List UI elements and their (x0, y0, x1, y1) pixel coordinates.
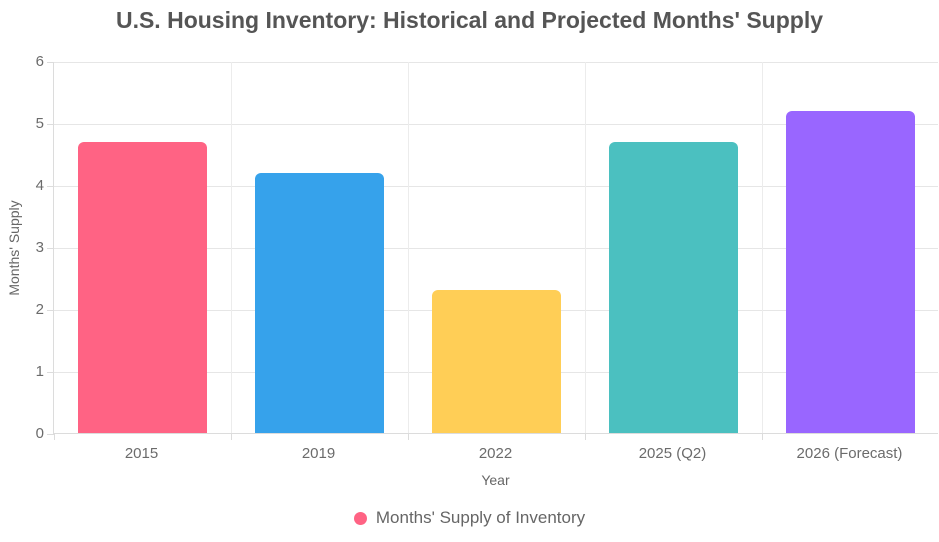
x-axis-title: Year (481, 472, 510, 488)
bar-2015[interactable] (78, 142, 207, 433)
x-axis-tick (761, 433, 763, 440)
v-gridline (584, 62, 586, 433)
legend-item[interactable]: Months' Supply of Inventory (0, 506, 939, 530)
x-axis-tick (407, 433, 409, 440)
x-tick-label: 2015 (124, 445, 159, 462)
legend-marker-icon (353, 511, 367, 525)
y-axis-tick (47, 371, 54, 373)
bar-2022[interactable] (432, 290, 561, 433)
y-axis-tick (47, 61, 54, 63)
v-gridline (407, 62, 409, 433)
x-tick-label: 2019 (301, 445, 336, 462)
v-gridline (761, 62, 763, 433)
v-gridline (230, 62, 232, 433)
y-tick-label: 6 (35, 53, 44, 70)
y-tick-label: 1 (35, 363, 44, 380)
x-axis-tick (584, 433, 586, 440)
plot-area (47, 61, 939, 440)
y-tick-label: 3 (35, 239, 44, 256)
bar-2025-q2[interactable] (609, 142, 738, 433)
y-axis-tick (47, 123, 54, 125)
x-tick-label: 2026 (Forecast) (796, 445, 903, 462)
h-gridline (54, 247, 938, 249)
legend-label: Months' Supply of Inventory (375, 508, 586, 527)
y-axis-tick (47, 247, 54, 249)
bar-2026-forecast[interactable] (786, 111, 915, 433)
h-gridline (54, 61, 938, 63)
x-tick-label: 2025 (Q2) (638, 445, 707, 462)
y-axis-tick (47, 433, 54, 435)
y-tick-label: 5 (35, 115, 44, 132)
y-tick-label: 2 (35, 301, 44, 318)
x-axis-tick (230, 433, 232, 440)
h-gridline (54, 185, 938, 187)
y-tick-label: 0 (35, 425, 44, 442)
bar-2019[interactable] (255, 173, 384, 433)
h-gridline (54, 123, 938, 125)
x-tick-label: 2022 (478, 445, 513, 462)
y-axis-tick (47, 185, 54, 187)
x-axis-tick (53, 433, 55, 440)
chart-title: U.S. Housing Inventory: Historical and P… (115, 7, 824, 33)
y-axis-tick (47, 309, 54, 311)
y-tick-label: 4 (35, 177, 44, 194)
